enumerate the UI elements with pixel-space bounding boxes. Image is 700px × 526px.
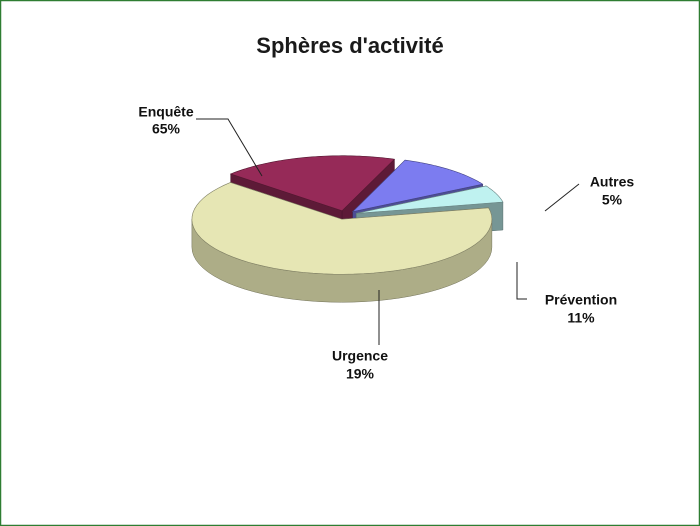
slice-label: Prévention [545,292,617,308]
pie [191,155,504,303]
leader-line [196,118,263,177]
slice-value-label: 65% [152,121,181,137]
slice-value-label: 19% [346,366,375,382]
slice [229,155,396,212]
leader-line [516,262,527,300]
slice-label: Urgence [332,348,388,364]
slice-label: Enquête [138,104,193,120]
leader-line [544,183,580,212]
slice [351,159,484,213]
chart-title: Sphères d'activité [256,33,443,58]
slice-label: Autres [590,174,635,190]
slice [356,185,504,214]
slice-value-label: 11% [567,310,595,326]
slice-value-label: 5% [602,192,623,208]
slice [191,182,493,275]
